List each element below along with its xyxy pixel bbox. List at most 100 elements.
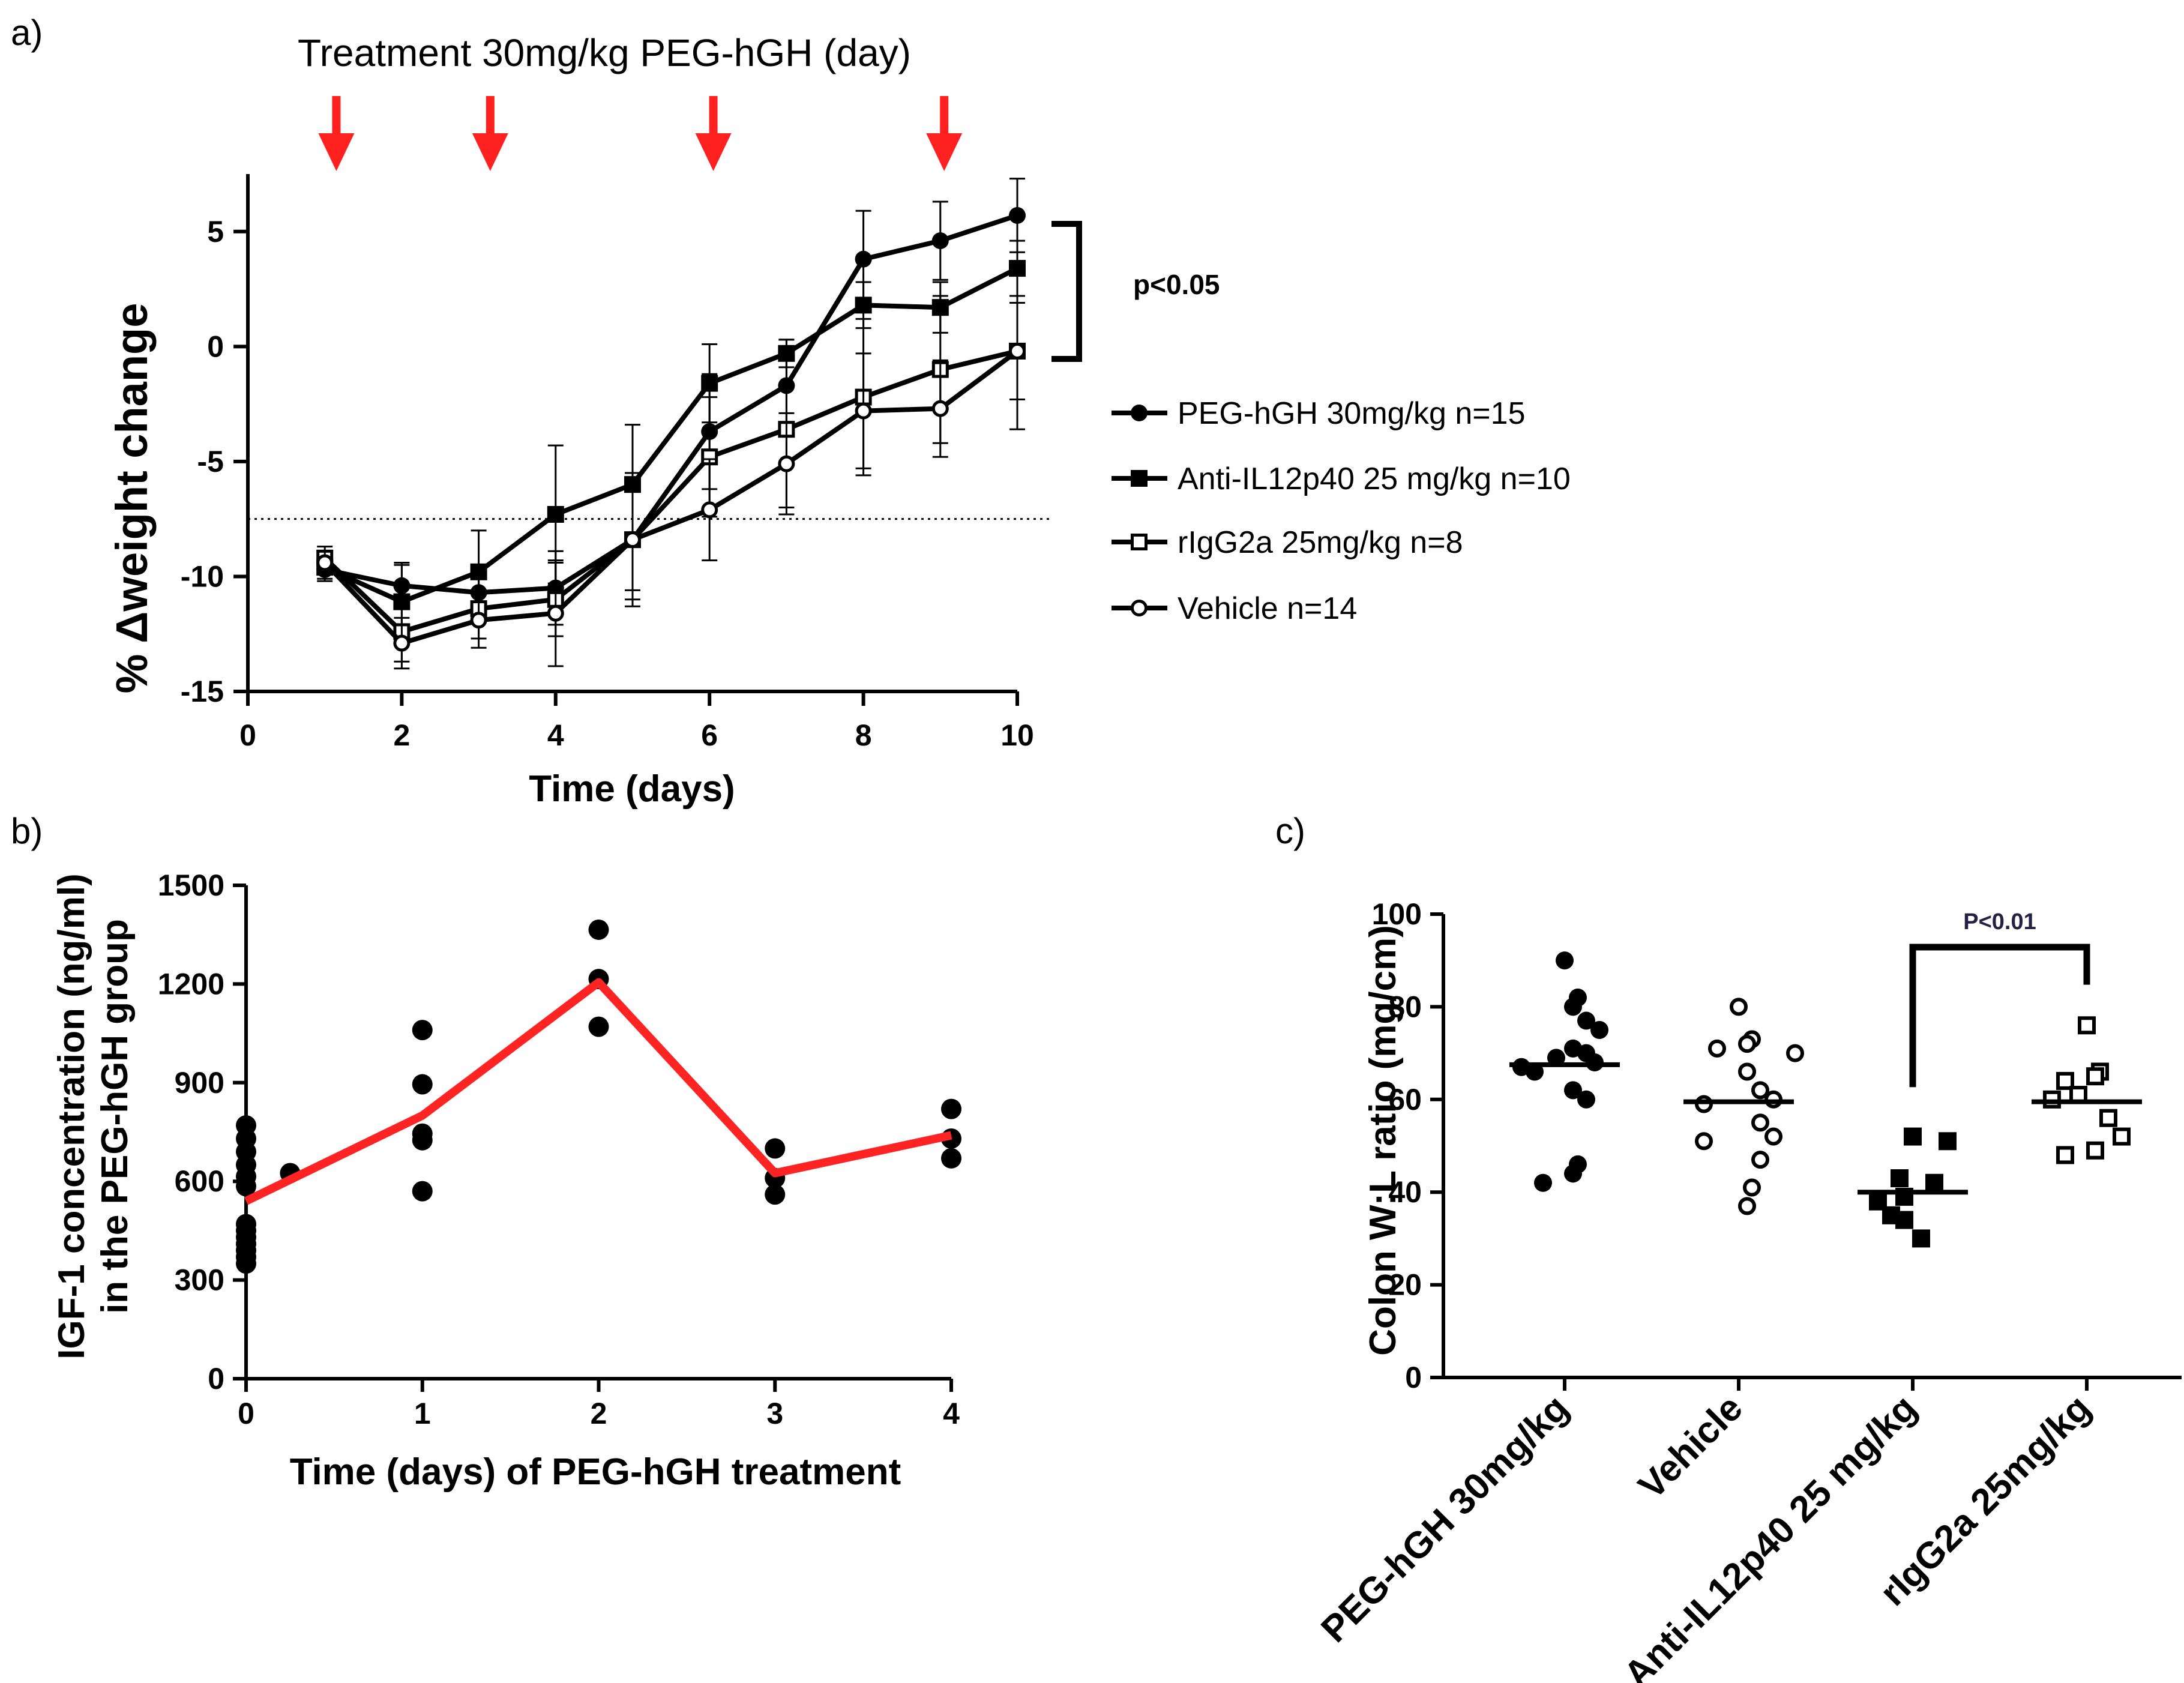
- data-point: [2086, 1141, 2104, 1160]
- y-tick-label: 600: [175, 1164, 224, 1198]
- chart-a-legend: PEG-hGH 30mg/kg n=15 Anti-IL12p40 25 mg/k…: [1112, 396, 1571, 626]
- data-point: [1738, 1062, 1756, 1081]
- data-point: [765, 1184, 786, 1205]
- series-0: [316, 178, 1026, 626]
- y-tick-label: 100: [1372, 897, 1422, 931]
- data-point: [1695, 1132, 1713, 1151]
- data-point: [1577, 1011, 1595, 1030]
- data-point: [1895, 1211, 1913, 1229]
- legend-item: rIgG2a 25mg/kg n=8: [1112, 525, 1463, 560]
- x-tick-label: 3: [766, 1397, 783, 1430]
- data-point: [412, 1074, 433, 1095]
- series-line: [324, 213, 1018, 595]
- chart-a-axes: -15 -10 -5 0 5 0 2 4 6 8 10: [181, 174, 1034, 752]
- significance-bracket: [1051, 221, 1082, 362]
- data-point: [1743, 1178, 1761, 1197]
- data-point: [855, 250, 872, 268]
- data-point: [855, 402, 872, 420]
- data-point: [2099, 1109, 2117, 1127]
- x-tick-label: 10: [1000, 718, 1034, 752]
- comparison-p-value: P<0.01: [1963, 909, 2036, 935]
- data-point: [1939, 1132, 1957, 1151]
- data-point: [547, 604, 564, 622]
- chart-a-title: Treatment 30mg/kg PEG-hGH (day): [298, 31, 911, 74]
- data-point: [412, 1130, 433, 1151]
- data-point: [1912, 1229, 1930, 1248]
- legend-label: PEG-hGH 30mg/kg n=15: [1178, 396, 1526, 431]
- data-point: [701, 375, 718, 392]
- legend-marker: [1131, 600, 1148, 616]
- panel-c-colon-ratio-chart: 0 20 40 60 80 100 P<0.01 Colon W:L ratio (mg/…: [1313, 897, 2182, 1683]
- data-point: [1564, 1081, 1582, 1100]
- treatment-arrow: [472, 96, 508, 171]
- data-point: [2113, 1127, 2131, 1146]
- data-point: [701, 501, 718, 519]
- data-point: [1590, 1021, 1608, 1039]
- data-point: [393, 634, 411, 652]
- category-label: Anti-IL12p40 25 mg/kg: [1616, 1387, 1925, 1683]
- series-1: [316, 239, 1026, 640]
- bracket-p-value: p<0.05: [1133, 269, 1220, 300]
- treatment-arrow: [695, 96, 732, 171]
- y-tick-label: 0: [208, 1362, 224, 1395]
- data-point: [931, 232, 949, 250]
- mean-concentration-line: [244, 978, 952, 1205]
- chart-c-y-axis-label: Colon W:L ratio (mg/cm): [1362, 925, 1404, 1356]
- panel-b-igf1-chart: 0 300 600 900 1200 1500 0 1 2 3 4 Time (days) of P…: [51, 869, 961, 1493]
- x-tick-label: 2: [591, 1397, 607, 1430]
- data-point: [1891, 1169, 1909, 1188]
- group-2: [1869, 1127, 1957, 1248]
- y-tick-label: 80: [1388, 990, 1422, 1023]
- chart-c-mean-lines: [1509, 1062, 2142, 1195]
- chart-b-points: [236, 919, 961, 1274]
- data-point: [1708, 1039, 1726, 1058]
- x-tick-label: 8: [855, 718, 872, 752]
- series-line: [323, 349, 1019, 646]
- data-point: [412, 1181, 433, 1202]
- chart-a-series: [316, 178, 1026, 670]
- y-tick-label: 5: [207, 215, 224, 248]
- data-point: [1577, 1090, 1595, 1109]
- data-point: [1764, 1127, 1782, 1146]
- x-tick-label: 1: [414, 1397, 431, 1430]
- data-point: [1738, 1035, 1756, 1053]
- data-point: [855, 297, 872, 314]
- data-point: [1547, 1049, 1565, 1067]
- x-tick-label: 6: [701, 718, 718, 752]
- data-point: [412, 1020, 433, 1041]
- data-point: [1534, 1173, 1552, 1192]
- legend-marker: [1131, 405, 1148, 421]
- data-point: [1786, 1044, 1804, 1062]
- data-point: [1556, 951, 1574, 970]
- data-point: [1526, 1062, 1544, 1081]
- y-tick-label: 300: [175, 1263, 224, 1297]
- data-point: [941, 1148, 961, 1169]
- data-point: [1751, 1151, 1769, 1169]
- y-tick-label: 0: [207, 330, 224, 363]
- chart-a-y-axis-label: % Δweight change: [107, 303, 157, 694]
- data-point: [2086, 1067, 2104, 1086]
- panel-label-b: b): [11, 811, 43, 851]
- data-point: [1904, 1127, 1922, 1146]
- comparison-bracket: [1909, 944, 2090, 1088]
- legend-item: Vehicle n=14: [1112, 591, 1357, 626]
- treatment-arrows: [318, 96, 963, 171]
- series-line: [323, 266, 1018, 604]
- data-point: [1564, 1164, 1582, 1183]
- x-tick-label: 0: [239, 718, 256, 752]
- data-point: [2056, 1071, 2074, 1090]
- data-point: [236, 1253, 256, 1274]
- data-point: [624, 531, 641, 549]
- y-tick-label: -15: [181, 675, 224, 708]
- y-tick-label: 1200: [158, 967, 224, 1001]
- legend-label: Anti-IL12p40 25 mg/kg n=10: [1178, 462, 1571, 496]
- series-line: [323, 349, 1018, 634]
- y-tick-label: -5: [197, 445, 224, 478]
- legend-label: Vehicle n=14: [1178, 591, 1357, 626]
- panel-label-c: c): [1275, 811, 1305, 851]
- y-tick-label: 20: [1388, 1268, 1422, 1302]
- data-point: [1564, 998, 1582, 1016]
- legend-marker: [1131, 470, 1148, 487]
- legend-item: Anti-IL12p40 25 mg/kg n=10: [1112, 462, 1571, 496]
